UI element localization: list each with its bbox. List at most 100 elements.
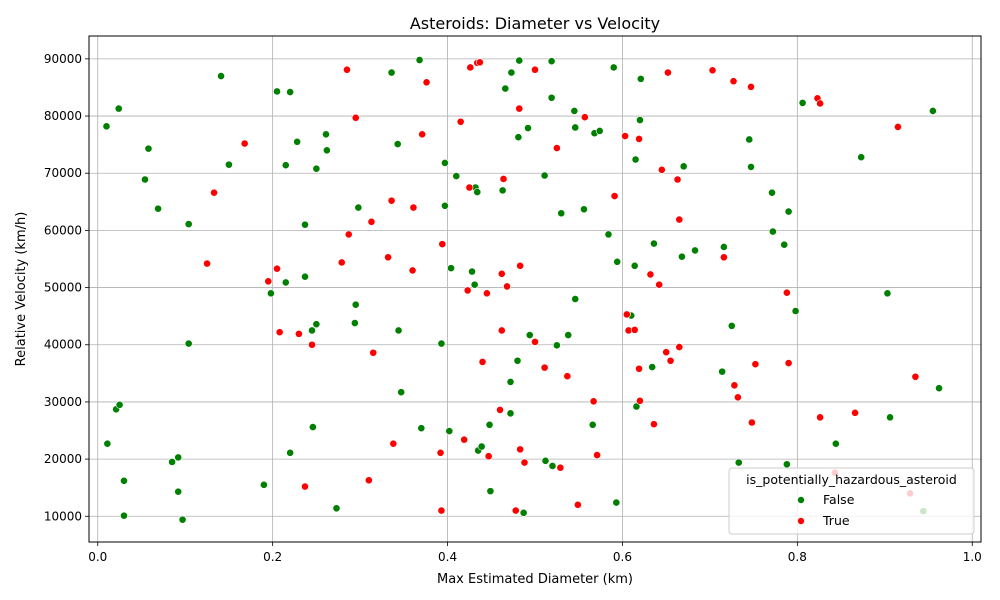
scatter-point-true xyxy=(384,253,392,262)
scatter-point-false xyxy=(727,321,736,330)
legend-title: is_potentially_hazardous_asteroid xyxy=(746,472,957,487)
scatter-point-true xyxy=(387,196,396,205)
scatter-point-false xyxy=(225,160,233,169)
scatter-point-true xyxy=(409,203,418,212)
scatter-point-true xyxy=(301,482,309,491)
x-tick-label: 1.0 xyxy=(963,550,982,564)
scatter-point-false xyxy=(178,515,187,524)
scatter-point-false xyxy=(564,331,573,339)
scatter-point-true xyxy=(635,135,643,143)
scatter-point-false xyxy=(115,400,124,409)
y-axis-label: Relative Velocity (km/h) xyxy=(14,212,29,367)
scatter-point-true xyxy=(657,165,666,174)
scatter-point-true xyxy=(784,359,793,367)
scatter-point-true xyxy=(552,144,561,152)
scatter-point-true xyxy=(418,130,427,139)
scatter-point-true xyxy=(675,215,684,224)
scatter-point-false xyxy=(580,205,588,214)
scatter-point-false xyxy=(485,420,494,429)
scatter-point-true xyxy=(520,458,529,467)
scatter-point-false xyxy=(636,116,644,124)
legend-label-true: True xyxy=(822,513,850,528)
x-tick-label: 0.0 xyxy=(88,550,107,564)
scatter-point-true xyxy=(337,258,346,267)
scatter-point-false xyxy=(630,261,639,270)
scatter-point-false xyxy=(513,356,522,365)
scatter-point-true xyxy=(408,266,417,275)
scatter-point-false xyxy=(525,331,534,339)
scatter-point-true xyxy=(747,82,755,91)
scatter-point-false xyxy=(437,339,446,348)
scatter-point-true xyxy=(563,372,572,381)
scatter-point-false xyxy=(486,487,495,496)
y-tick-label: 80000 xyxy=(44,109,82,123)
scatter-point-false xyxy=(332,504,341,513)
scatter-point-false xyxy=(679,162,688,171)
chart-title: Asteroids: Diameter vs Velocity xyxy=(410,14,660,33)
scatter-point-true xyxy=(664,68,672,77)
scatter-point-true xyxy=(389,439,398,448)
scatter-point-true xyxy=(343,65,351,74)
scatter-point-false xyxy=(609,63,618,72)
scatter-point-true xyxy=(730,381,739,390)
scatter-point-true xyxy=(589,397,598,406)
scatter-point-false xyxy=(506,378,515,386)
legend-box xyxy=(728,467,975,535)
scatter-point-true xyxy=(621,132,629,140)
scatter-point-true xyxy=(894,123,902,131)
scatter-point-false xyxy=(473,188,482,196)
scatter-point-true xyxy=(911,372,920,381)
scatter-point-false xyxy=(387,68,396,77)
scatter-point-true xyxy=(364,476,373,485)
scatter-point-false xyxy=(308,423,317,431)
scatter-point-false xyxy=(184,339,193,348)
x-tick-label: 0.6 xyxy=(613,550,632,564)
scatter-point-true xyxy=(483,289,491,298)
scatter-point-false xyxy=(141,175,149,184)
scatter-point-false xyxy=(441,159,449,167)
scatter-point-false xyxy=(415,56,424,64)
scatter-point-true xyxy=(476,58,484,67)
scatter-point-false xyxy=(308,326,316,335)
scatter-point-false xyxy=(547,93,556,102)
scatter-point-false xyxy=(393,140,402,148)
scatter-point-false xyxy=(540,171,549,180)
scatter-point-true xyxy=(646,270,655,279)
scatter-point-true xyxy=(484,452,493,461)
scatter-point-false xyxy=(447,264,455,273)
scatter-point-false xyxy=(515,56,524,65)
scatter-point-false xyxy=(102,122,111,131)
scatter-point-false xyxy=(322,130,330,139)
scatter-point-false xyxy=(477,442,486,451)
scatter-point-false xyxy=(595,127,604,135)
scatter-point-false xyxy=(571,295,580,303)
scatter-point-false xyxy=(312,164,321,173)
scatter-point-true xyxy=(210,188,218,197)
scatter-point-true xyxy=(636,396,644,405)
scatter-point-true xyxy=(816,99,824,108)
scatter-point-true xyxy=(675,343,684,351)
scatter-point-false xyxy=(154,204,162,213)
scatter-point-true xyxy=(650,420,658,429)
scatter-point-true xyxy=(460,435,469,444)
scatter-point-false xyxy=(301,220,309,229)
scatter-point-true xyxy=(708,66,717,75)
scatter-point-false xyxy=(273,87,281,96)
scatter-point-false xyxy=(322,146,331,155)
scatter-point-true xyxy=(751,360,760,369)
scatter-point-true xyxy=(499,175,508,183)
scatter-point-false xyxy=(452,172,461,180)
scatter-point-true xyxy=(344,230,353,239)
scatter-point-true xyxy=(622,310,631,319)
scatter-point-true xyxy=(782,288,791,297)
scatter-point-false xyxy=(547,57,556,66)
scatter-point-false xyxy=(612,498,621,507)
y-tick-label: 20000 xyxy=(44,452,82,466)
scatter-point-true xyxy=(851,408,859,417)
scatter-point-false xyxy=(571,123,580,132)
scatter-point-false xyxy=(768,227,777,236)
scatter-point-false xyxy=(636,74,645,83)
x-tick-label: 0.8 xyxy=(788,550,807,564)
scatter-point-true xyxy=(273,264,281,273)
